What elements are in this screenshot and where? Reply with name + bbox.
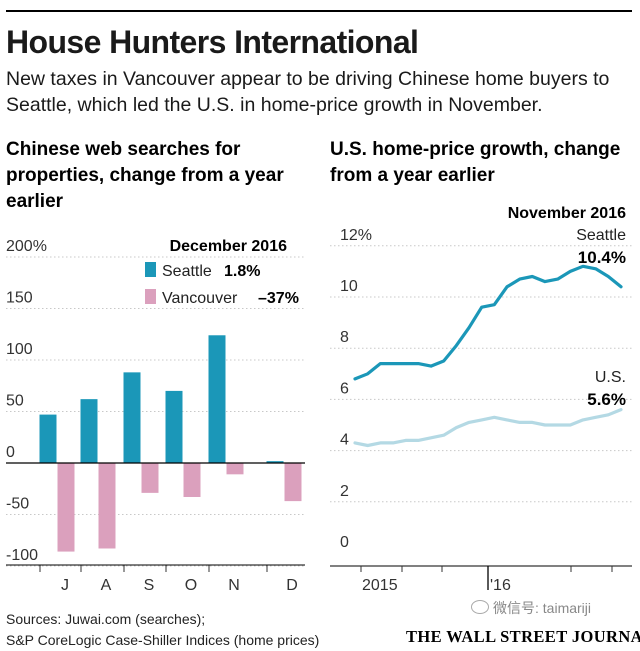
left-y-tick-label: -50 xyxy=(6,496,29,513)
right-y-tick-label: 10 xyxy=(340,278,358,295)
left-y-tick-label: -100 xyxy=(6,547,38,564)
seattle-bar xyxy=(165,390,183,463)
left-x-tick-label: O xyxy=(185,577,197,594)
seattle-bar xyxy=(39,414,57,463)
left-y-tick-label: 150 xyxy=(6,290,33,307)
source-line-1: Sources: Juwai.com (searches); xyxy=(6,611,206,627)
left-x-tick-label: N xyxy=(228,577,240,594)
vancouver-bar xyxy=(141,463,159,493)
legend-label-seattle: Seattle xyxy=(162,263,212,280)
seattle-line-label: Seattle xyxy=(576,227,626,244)
left-y-tick-label: 50 xyxy=(6,393,24,410)
left-x-tick-label: D xyxy=(286,577,298,594)
us-line-label: U.S. xyxy=(595,369,626,386)
top-rule xyxy=(6,10,632,12)
right-y-tick-label: 2 xyxy=(340,483,349,500)
right-chart-title: U.S. home-price growth, change from a ye… xyxy=(330,139,621,186)
legend-label-vancouver: Vancouver xyxy=(162,290,238,307)
source-note: Sources: Juwai.com (searches); S&P CoreL… xyxy=(6,609,319,651)
vancouver-bar xyxy=(98,463,116,549)
legend-swatch-seattle xyxy=(145,262,156,277)
seattle-bar xyxy=(123,372,141,463)
seattle-line-value: 10.4% xyxy=(578,248,626,267)
us-line-value: 5.6% xyxy=(587,390,626,409)
seattle-bar xyxy=(80,399,98,463)
page-title: House Hunters International xyxy=(6,24,419,60)
left-y-tick-label: 0 xyxy=(6,444,15,461)
watermark-text: 微信号: taimariji xyxy=(493,600,592,616)
left-legend-heading: December 2016 xyxy=(170,238,288,255)
right-annotation: November 2016 xyxy=(508,205,626,222)
us-line xyxy=(353,408,623,448)
right-y-tick-label: 12% xyxy=(340,227,372,244)
page-subtitle: New taxes in Vancouver appear to be driv… xyxy=(6,68,610,116)
source-line-2: S&P CoreLogic Case-Shiller Indices (home… xyxy=(6,632,320,648)
right-y-tick-label: 0 xyxy=(340,534,349,551)
watermark: 微信号: taimariji xyxy=(471,598,591,618)
legend-swatch-vancouver xyxy=(145,289,156,304)
vancouver-bar xyxy=(57,463,75,552)
seattle-bar xyxy=(266,461,284,463)
right-x-tick-label: 2015 xyxy=(362,577,398,594)
legend-value-vancouver: –37% xyxy=(258,290,299,307)
seattle-line xyxy=(353,264,623,381)
vancouver-bar xyxy=(226,463,244,475)
left-x-tick-label: S xyxy=(144,577,155,594)
seattle-bar xyxy=(208,335,226,463)
publisher-logo: THE WALL STREET JOURNAL. xyxy=(406,627,640,646)
left-y-tick-label: 100 xyxy=(6,341,33,358)
right-x-tick-label: '16 xyxy=(490,577,511,594)
left-y-tick-label: 200% xyxy=(6,238,47,255)
right-y-tick-label: 6 xyxy=(340,380,349,397)
right-y-tick-label: 8 xyxy=(340,329,349,346)
legend-value-seattle: 1.8% xyxy=(224,263,260,280)
right-y-tick-label: 4 xyxy=(340,432,349,449)
left-x-tick-label: A xyxy=(101,577,112,594)
left-chart-title: Chinese web searches for properties, cha… xyxy=(6,139,284,212)
wechat-icon xyxy=(471,600,489,614)
vancouver-bar xyxy=(183,463,201,497)
vancouver-bar xyxy=(284,463,302,502)
left-x-tick-label: J xyxy=(61,577,69,594)
